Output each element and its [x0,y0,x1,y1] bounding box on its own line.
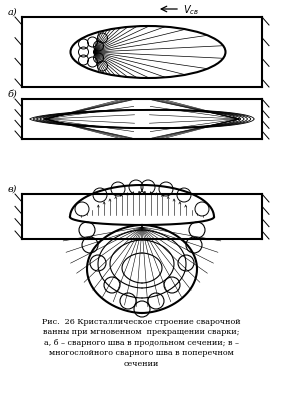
Text: $V_{св}$: $V_{св}$ [183,3,199,17]
Text: б): б) [8,90,18,99]
Text: в): в) [8,185,17,194]
Text: а): а) [8,8,18,17]
Text: Рис.  26 Кристаллическое строение сварочной
ванны при мгновенном  прекращении св: Рис. 26 Кристаллическое строение сварочн… [42,317,240,367]
